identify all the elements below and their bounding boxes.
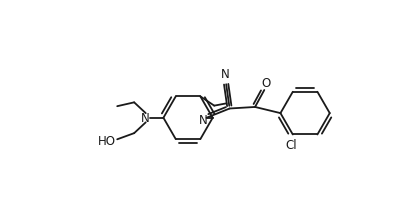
- Text: O: O: [261, 77, 270, 90]
- Text: N: N: [141, 112, 150, 125]
- Text: N: N: [199, 114, 208, 127]
- Text: Cl: Cl: [286, 139, 297, 152]
- Text: N: N: [221, 68, 229, 81]
- Text: HO: HO: [98, 135, 116, 148]
